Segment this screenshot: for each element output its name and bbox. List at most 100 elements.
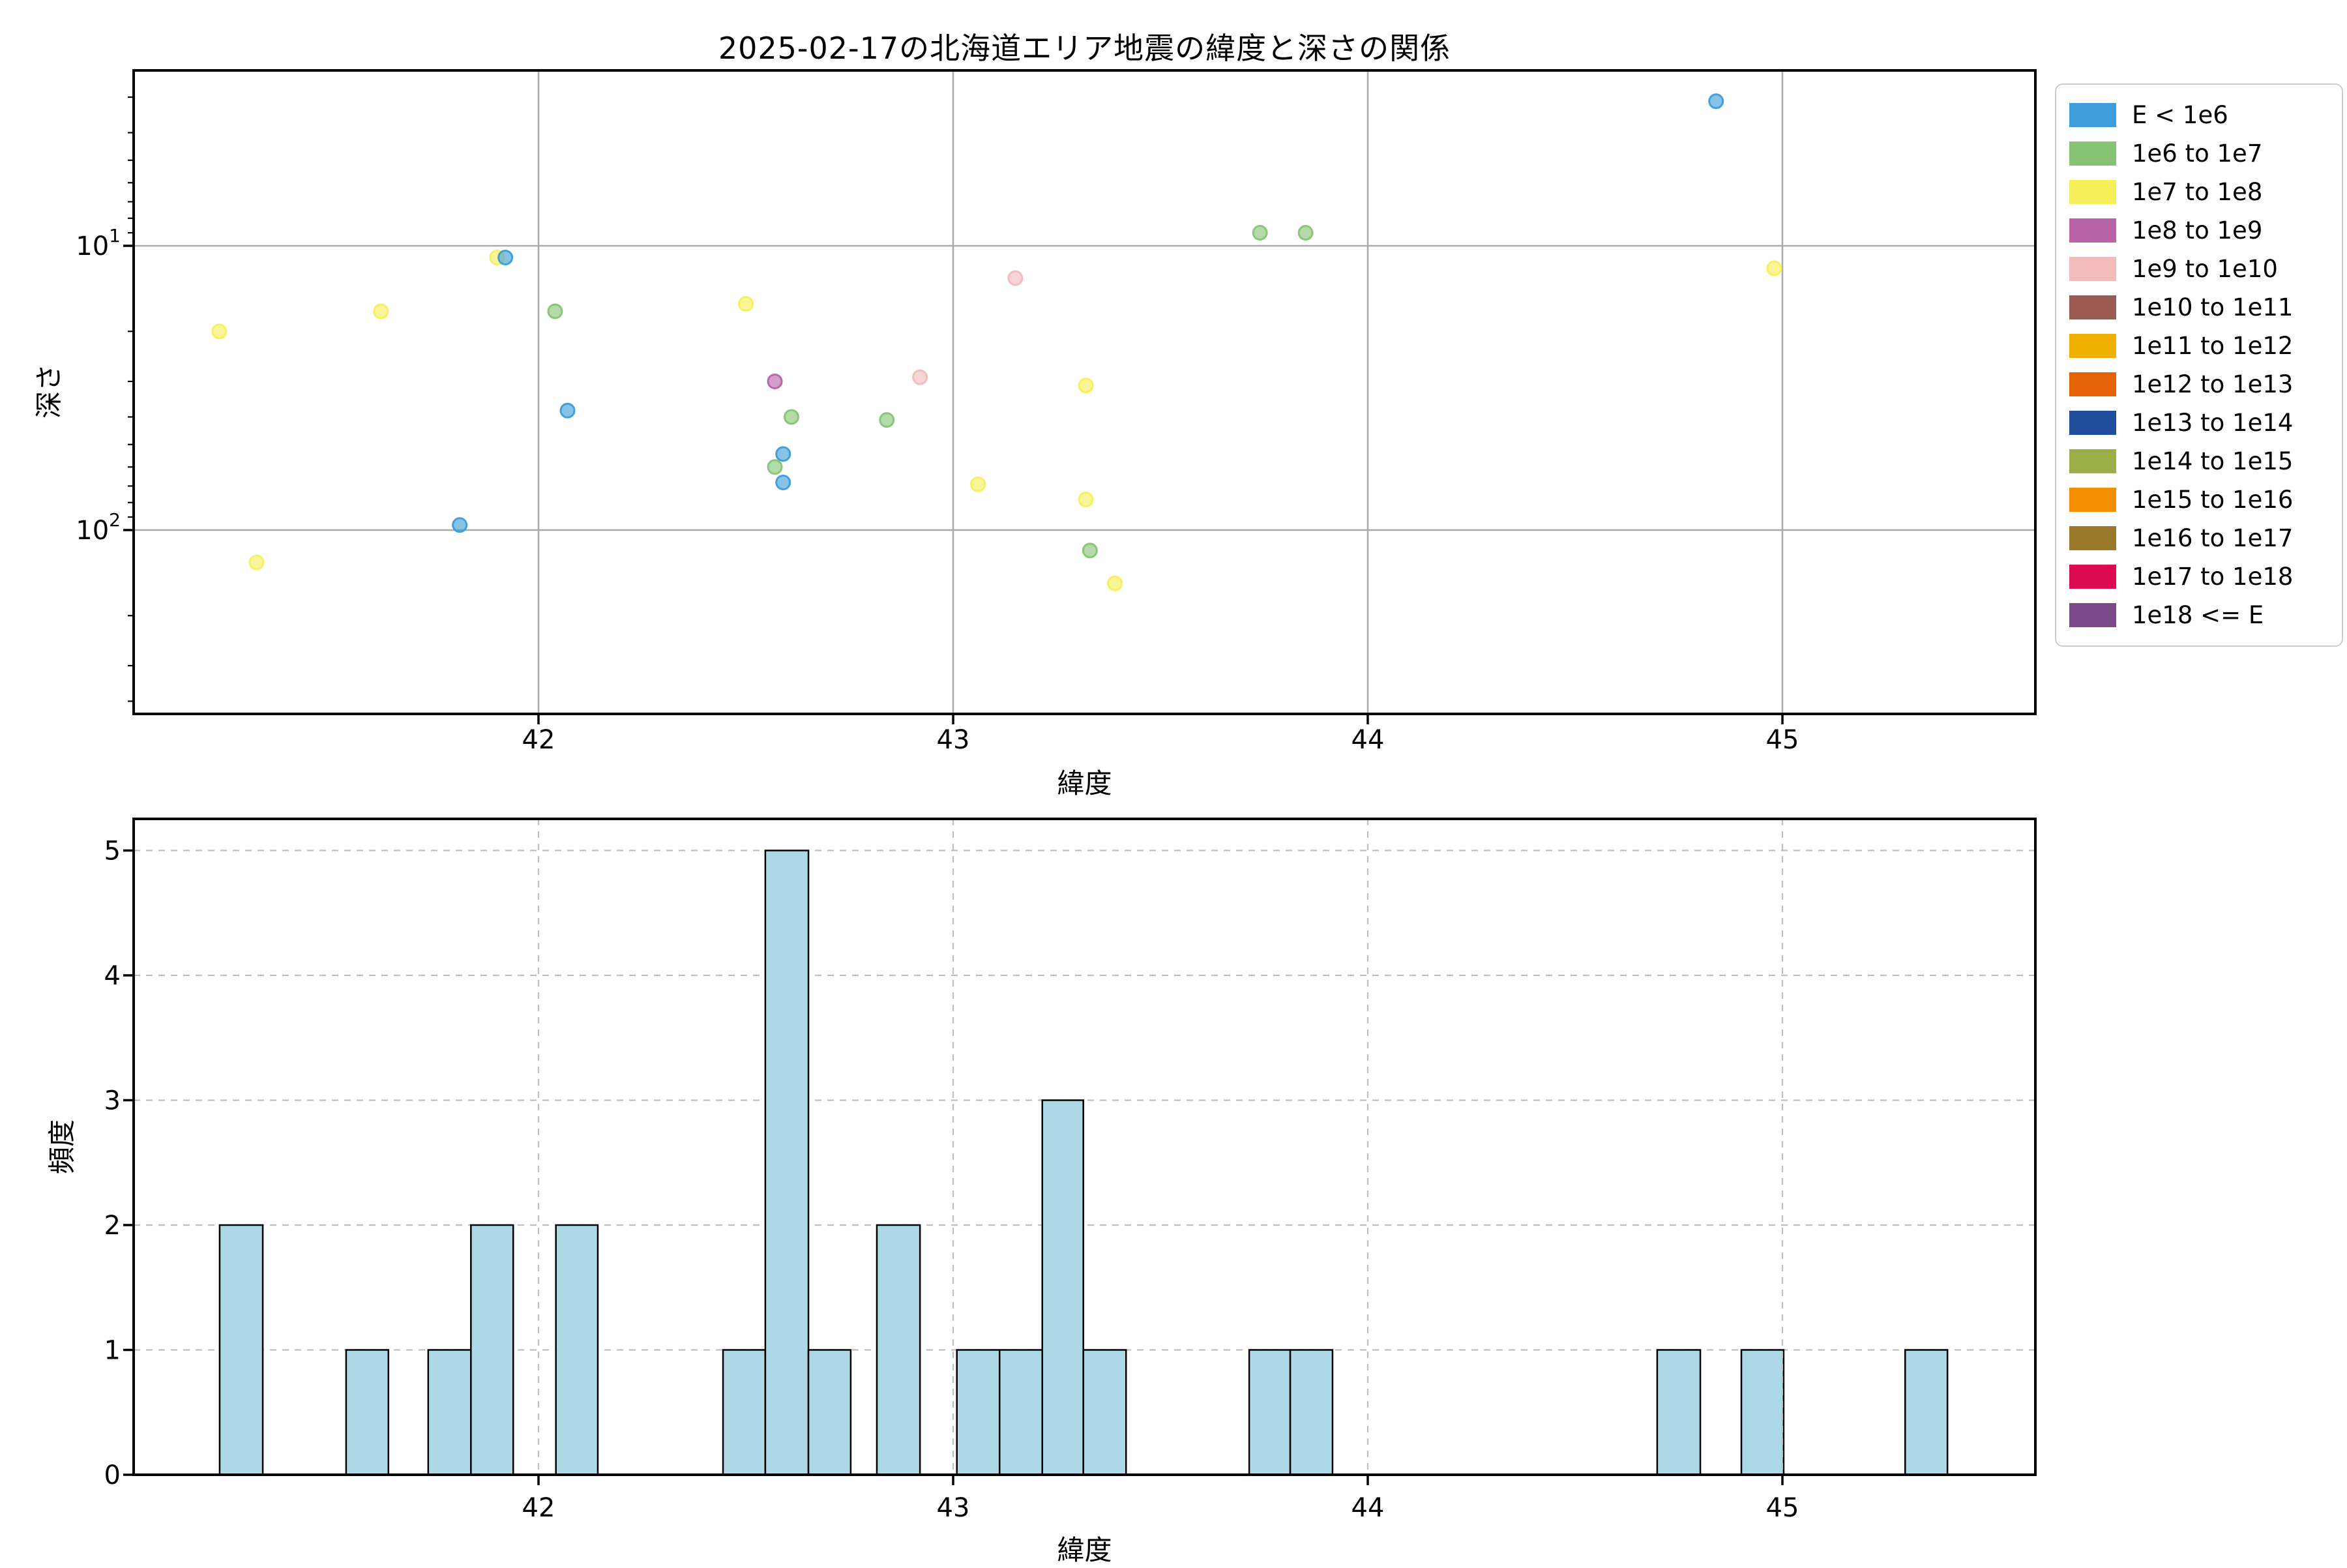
histogram-bar <box>555 1224 599 1476</box>
scatter-point <box>211 323 228 340</box>
histogram-y-tick-label: 0 <box>104 1460 121 1490</box>
legend: E < 1e6 1e6 to 1e7 1e7 to 1e8 1e8 to 1e9 1e9… <box>2055 83 2343 647</box>
legend-label: 1e14 to 1e15 <box>2132 447 2294 475</box>
legend-label: 1e6 to 1e7 <box>2132 140 2263 168</box>
histogram-bar <box>1248 1349 1292 1476</box>
legend-swatch <box>2069 180 2116 204</box>
legend-swatch <box>2069 295 2116 319</box>
scatter-point <box>373 303 389 319</box>
legend-label: 1e8 to 1e9 <box>2132 216 2263 244</box>
histogram-bar <box>876 1224 921 1476</box>
histogram-y-tick-label: 4 <box>104 961 121 991</box>
legend-label: E < 1e6 <box>2132 101 2228 129</box>
legend-swatch <box>2069 141 2116 166</box>
legend-swatch <box>2069 526 2116 550</box>
histogram-bar <box>998 1349 1043 1476</box>
scatter-ylabel: 深さ <box>33 363 65 419</box>
legend-item-0: E < 1e6 <box>2069 96 2329 134</box>
legend-item-8: 1e13 to 1e14 <box>2069 404 2329 442</box>
scatter-point <box>1078 491 1094 507</box>
histogram-bar <box>427 1349 472 1476</box>
legend-item-13: 1e18 <= E <box>2069 596 2329 634</box>
histogram-bar <box>1082 1349 1127 1476</box>
legend-item-11: 1e16 to 1e17 <box>2069 519 2329 557</box>
scatter-point <box>970 476 986 492</box>
histogram-bar <box>1289 1349 1334 1476</box>
legend-item-9: 1e14 to 1e15 <box>2069 442 2329 481</box>
legend-item-1: 1e6 to 1e7 <box>2069 134 2329 173</box>
scatter-point <box>879 412 895 428</box>
histogram-bar <box>764 850 810 1476</box>
legend-item-5: 1e10 to 1e11 <box>2069 288 2329 327</box>
legend-item-4: 1e9 to 1e10 <box>2069 250 2329 288</box>
histogram-bar <box>218 1224 264 1476</box>
histogram-ylabel: 頻度 <box>46 1119 78 1175</box>
histogram-bar <box>470 1224 514 1476</box>
scatter-point <box>1082 542 1098 559</box>
scatter-point <box>1078 377 1094 394</box>
histogram-bar <box>1656 1349 1702 1476</box>
histogram-x-tick-label: 42 <box>522 1493 555 1523</box>
histogram-bar <box>1041 1099 1084 1476</box>
histogram-plot-border <box>132 818 2037 1476</box>
scatter-point <box>1297 225 1314 241</box>
scatter-point <box>248 554 265 570</box>
legend-item-6: 1e11 to 1e12 <box>2069 327 2329 365</box>
scatter-point <box>452 517 468 533</box>
scatter-xlabel: 緯度 <box>1057 767 1112 799</box>
legend-swatch <box>2069 103 2116 127</box>
scatter-y-tick-label: 101 <box>76 225 121 261</box>
histogram-bar <box>956 1349 1001 1476</box>
legend-label: 1e18 <= E <box>2132 601 2264 629</box>
histogram-bar <box>807 1349 852 1476</box>
legend-item-3: 1e8 to 1e9 <box>2069 211 2329 250</box>
histogram-bar <box>1904 1349 1949 1476</box>
scatter-plot: 42 43 44 45 101 102 <box>76 69 2037 755</box>
legend-item-10: 1e15 to 1e16 <box>2069 481 2329 519</box>
histogram-y-tick-label: 1 <box>104 1336 121 1366</box>
scatter-point <box>775 446 791 462</box>
scatter-point <box>738 295 754 312</box>
legend-label: 1e7 to 1e8 <box>2132 178 2263 206</box>
histogram-x-tick-label: 44 <box>1351 1493 1385 1523</box>
legend-item-2: 1e7 to 1e8 <box>2069 173 2329 211</box>
scatter-point <box>547 303 563 319</box>
scatter-x-tick-label: 45 <box>1766 725 1799 755</box>
legend-swatch <box>2069 565 2116 589</box>
histogram-bar <box>345 1349 390 1476</box>
histogram-y-tick-label: 2 <box>104 1211 121 1241</box>
scatter-point <box>775 474 791 490</box>
scatter-point <box>1766 260 1782 276</box>
legend-label: 1e10 to 1e11 <box>2132 293 2294 321</box>
legend-swatch <box>2069 488 2116 512</box>
legend-swatch <box>2069 411 2116 435</box>
legend-label: 1e9 to 1e10 <box>2132 255 2278 283</box>
scatter-point <box>559 402 576 419</box>
scatter-point <box>912 369 928 385</box>
scatter-x-tick-label: 43 <box>937 725 970 755</box>
legend-label: 1e12 to 1e13 <box>2132 370 2294 398</box>
scatter-x-tick-label: 42 <box>522 725 555 755</box>
scatter-plot-border <box>132 69 2037 715</box>
scatter-point <box>767 459 783 475</box>
chart-title: 2025-02-17の北海道エリア地震の緯度と深さの関係 <box>718 31 1451 66</box>
scatter-point <box>783 409 799 425</box>
legend-label: 1e13 to 1e14 <box>2132 409 2294 437</box>
scatter-point <box>1252 225 1268 241</box>
legend-swatch <box>2069 603 2116 627</box>
scatter-point <box>1708 93 1724 110</box>
legend-swatch <box>2069 218 2116 243</box>
legend-label: 1e15 to 1e16 <box>2132 486 2294 514</box>
histogram-y-tick-label: 3 <box>104 1086 121 1116</box>
histogram-x-tick-label: 45 <box>1766 1493 1799 1523</box>
legend-swatch <box>2069 334 2116 358</box>
scatter-point <box>767 374 783 390</box>
legend-swatch <box>2069 449 2116 473</box>
histogram-bar <box>1740 1349 1785 1476</box>
legend-label: 1e17 to 1e18 <box>2132 563 2294 591</box>
histogram-xlabel: 緯度 <box>1057 1534 1112 1566</box>
histogram-x-tick-label: 43 <box>937 1493 970 1523</box>
